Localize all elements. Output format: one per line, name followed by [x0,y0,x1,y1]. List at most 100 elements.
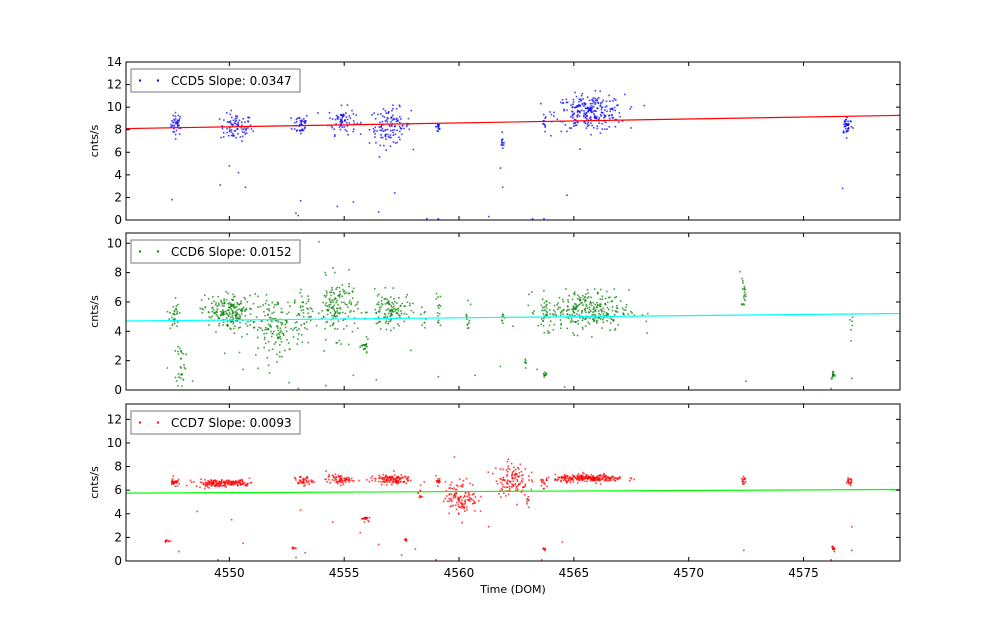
data-point [546,314,548,316]
data-point [377,301,380,304]
data-point [337,294,340,297]
data-point [216,482,219,484]
data-point [517,488,519,491]
data-point [223,119,225,121]
data-point [228,127,231,129]
data-point [623,309,625,311]
data-point [219,184,221,186]
data-point [473,501,476,503]
data-point [171,324,174,327]
data-point [570,127,573,129]
data-point [277,321,280,323]
data-point [378,320,380,323]
data-point [298,117,301,120]
data-point [601,475,603,478]
data-point [171,323,174,325]
data-point [389,309,392,311]
data-point [592,97,595,99]
data-point [423,481,426,483]
data-point [542,479,544,481]
data-point [264,314,266,317]
data-point [230,129,233,131]
data-point [366,345,368,348]
data-point [507,483,509,485]
data-point [743,478,746,480]
data-point [375,378,378,381]
data-point [300,129,302,132]
data-point [599,104,602,106]
data-point [290,117,292,119]
data-point [424,326,426,329]
data-point [501,144,504,146]
data-point [348,285,350,288]
data-point [523,494,526,496]
data-point [382,130,385,132]
data-point [472,484,474,486]
data-point [610,300,613,303]
data-point [400,310,402,312]
data-point [385,138,387,140]
data-point [303,127,306,130]
data-point [339,478,341,481]
data-point [218,317,221,319]
data-point [195,485,198,488]
data-point [340,343,342,345]
data-point [227,483,229,486]
data-point [564,124,567,126]
data-point [585,127,588,129]
data-point [405,539,408,542]
data-point [224,484,227,486]
data-point [174,480,177,483]
y-axis-label: cnts/s [88,295,101,328]
data-point [631,312,633,314]
data-point [531,480,534,483]
data-point [418,496,421,499]
data-point [343,328,345,330]
data-point [234,482,237,484]
data-point [574,106,577,109]
data-point [574,119,577,121]
data-point [743,297,745,300]
data-point [344,303,347,305]
data-point [572,479,575,481]
data-point [543,481,545,483]
data-point [383,481,386,483]
data-point [578,100,580,103]
data-point [596,306,598,309]
data-point [227,479,230,482]
data-point [211,296,214,298]
data-point [386,302,389,304]
data-point [609,110,611,113]
data-point [591,475,594,478]
data-point [614,329,616,331]
data-point [164,541,167,544]
data-point [241,309,244,312]
data-point [368,480,371,483]
data-point [387,479,390,481]
data-point [302,117,305,120]
data-point [359,531,362,534]
data-point [252,130,255,133]
data-point [603,128,606,131]
data-point [551,313,554,315]
data-point [544,117,546,120]
data-point [282,334,285,337]
data-point [463,507,466,509]
data-point [240,309,242,312]
data-point [305,479,308,482]
data-point [546,485,548,488]
data-point [340,118,343,121]
data-point [458,500,460,503]
data-point [590,304,593,307]
data-point [506,481,508,483]
data-point [328,111,331,114]
data-point [232,480,235,483]
data-point [278,336,280,339]
data-point [374,129,376,132]
data-point [573,292,575,295]
data-point [220,310,222,313]
data-point [170,123,172,126]
data-point [844,125,847,127]
data-point [217,483,220,486]
data-point [842,130,845,132]
